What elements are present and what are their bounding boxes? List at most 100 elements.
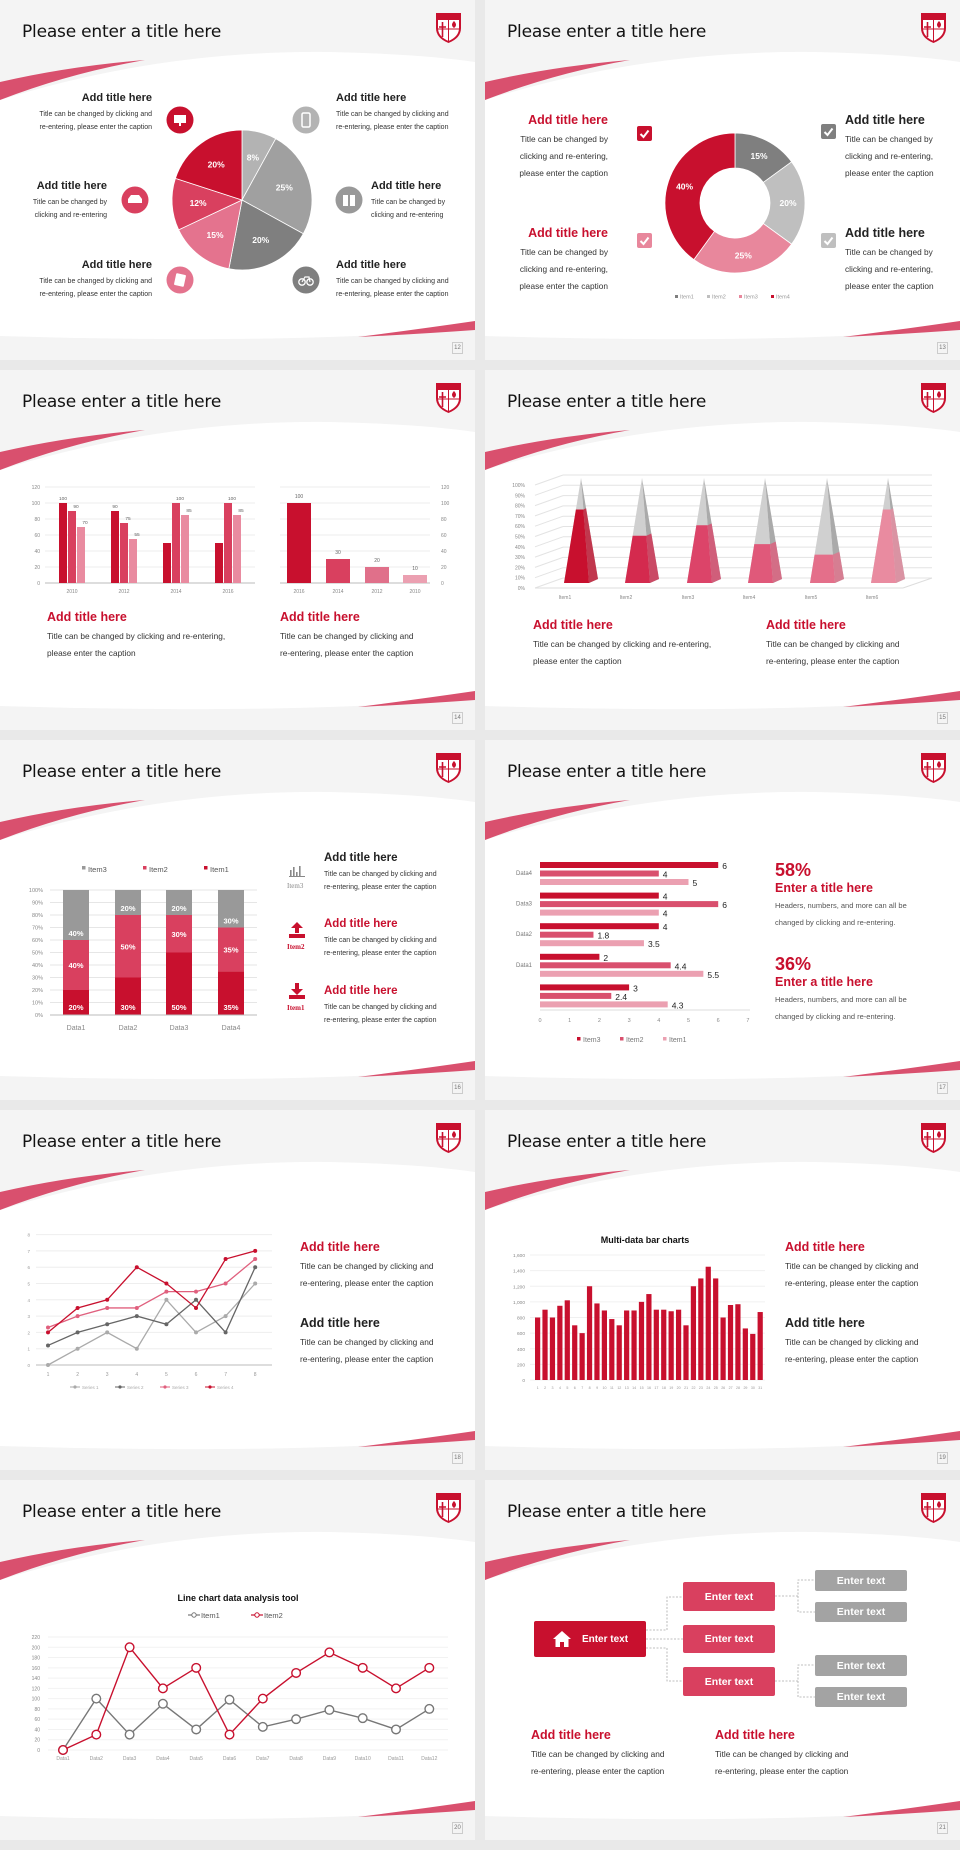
arrow xyxy=(291,922,303,933)
block-title: Add title here xyxy=(324,985,398,997)
data-point xyxy=(253,1248,258,1253)
book xyxy=(174,273,186,287)
y-tick: 600 xyxy=(517,1331,525,1337)
connector xyxy=(797,1596,815,1613)
y-tick: 200 xyxy=(32,1645,41,1651)
mid-node[interactable]: Enter text xyxy=(683,1582,775,1611)
data-label: 30 xyxy=(335,550,341,556)
white-panel xyxy=(485,421,960,710)
x-tick: 4 xyxy=(559,1386,561,1390)
y-tick: 160 xyxy=(32,1666,41,1672)
swoosh-bottom xyxy=(843,1801,960,1817)
swoosh-top xyxy=(485,430,630,470)
binoculars-icon xyxy=(335,186,363,214)
segment-label: 30% xyxy=(120,1003,135,1012)
y-tick: 90% xyxy=(515,493,526,499)
x-tick: Item5 xyxy=(805,595,818,601)
slide-pie: 8% 25% 20% 15% 12% 20% Add title here Title ca… xyxy=(0,0,475,360)
arrow xyxy=(291,983,303,995)
swoosh-bottom xyxy=(843,321,960,337)
connector xyxy=(646,1596,683,1631)
data-point xyxy=(253,1281,258,1286)
segment-label: 40% xyxy=(68,929,83,938)
pyramid-fill-side xyxy=(583,508,598,583)
y-tick: 60% xyxy=(32,938,43,944)
x-tick: 12 xyxy=(617,1386,621,1390)
x-tick: Data10 xyxy=(355,1756,371,1762)
leaf-node[interactable]: Enter text xyxy=(815,1570,907,1591)
x-tick: 2010 xyxy=(66,589,77,595)
leaf-node[interactable]: Enter text xyxy=(815,1687,907,1707)
white-panel xyxy=(485,51,960,340)
pyramid-fill xyxy=(625,535,650,583)
stat-value: 36% xyxy=(775,954,812,974)
y-tick: 0% xyxy=(35,1013,43,1019)
y-tick: 120 xyxy=(32,1686,41,1692)
text-block: Add title here Title can be changed by cli… xyxy=(519,113,608,182)
slide-line-chart: 0 1 2 3 4 5 6 7 8 1 2 3 4 5 6 7 8 Series 1 Series 2 Series … xyxy=(0,1110,475,1470)
bar xyxy=(705,1266,711,1380)
y-tick: 20% xyxy=(32,988,43,994)
slice-label: 15% xyxy=(751,151,768,161)
leaf-node[interactable]: Enter text xyxy=(815,1602,907,1622)
legend-swatch xyxy=(739,295,742,298)
data-point xyxy=(134,1314,139,1319)
divider xyxy=(923,760,944,781)
leaf-node[interactable]: Enter text xyxy=(815,1655,907,1676)
x-tick: 2 xyxy=(76,1372,79,1378)
pyramid-fill xyxy=(748,544,773,583)
x-tick: 6 xyxy=(195,1372,198,1378)
data-label: 6 xyxy=(722,900,727,910)
bar xyxy=(181,515,189,583)
slide-title: Please enter a title here xyxy=(22,392,222,412)
logo-shield-icon xyxy=(436,1493,461,1523)
caption: clicking and re-entering, xyxy=(519,151,608,161)
caption: clicking and re-entering xyxy=(371,212,444,219)
bar xyxy=(326,559,350,583)
stat-block: 58% Enter a title here Headers, numbers,… xyxy=(775,860,907,931)
x-tick: 7 xyxy=(224,1372,227,1378)
x-tick: 2016 xyxy=(293,589,304,595)
bar xyxy=(111,511,119,583)
mid-node[interactable]: Enter text xyxy=(683,1625,775,1653)
pyramid-fill xyxy=(810,554,835,583)
text-block: Add title here Title can be changed by cl… xyxy=(300,1316,433,1368)
phone-icon xyxy=(292,106,320,134)
root-node[interactable]: Enter text xyxy=(534,1621,646,1657)
series-line xyxy=(47,1258,256,1329)
slide-background xyxy=(485,383,960,710)
pyramid-fill-side xyxy=(646,533,659,583)
y-tick: 8 xyxy=(27,1233,30,1238)
y-tick: 30% xyxy=(32,976,43,982)
legend-marker xyxy=(191,1612,197,1618)
flame xyxy=(937,21,941,28)
checkbox-icon xyxy=(637,233,652,248)
y-tick: 80 xyxy=(441,517,447,523)
block-title: Add title here xyxy=(300,1240,380,1254)
bar xyxy=(163,543,171,583)
slice-label: 25% xyxy=(276,183,293,193)
flame xyxy=(937,391,941,398)
bar xyxy=(540,862,719,868)
caption: please enter the caption xyxy=(845,168,934,178)
page-number: 12 xyxy=(452,342,463,354)
slide-bar-charts: 0 0 20 20 40 40 60 60 80 80 100 100 120 120 2010 100 90 7… xyxy=(0,370,475,730)
gridline xyxy=(534,505,564,517)
divider xyxy=(923,390,944,411)
bar xyxy=(540,909,659,916)
bar xyxy=(609,1319,615,1380)
flame xyxy=(452,21,456,28)
x-tick: Data2 xyxy=(119,1025,138,1032)
y-tick: 100 xyxy=(32,501,41,507)
frame xyxy=(301,276,311,283)
y-tick: 1,400 xyxy=(513,1269,525,1275)
y-tick: 80% xyxy=(515,504,526,510)
slide-tree-diagram: Enter text Enter text Enter text Enter t… xyxy=(485,1480,960,1840)
legend-label: Item2 xyxy=(149,865,168,874)
mid-node[interactable]: Enter text xyxy=(683,1667,775,1696)
bar xyxy=(540,1001,668,1008)
slide-background xyxy=(485,13,960,340)
bar xyxy=(129,539,137,583)
data-point xyxy=(224,1694,235,1705)
stand xyxy=(179,123,181,126)
